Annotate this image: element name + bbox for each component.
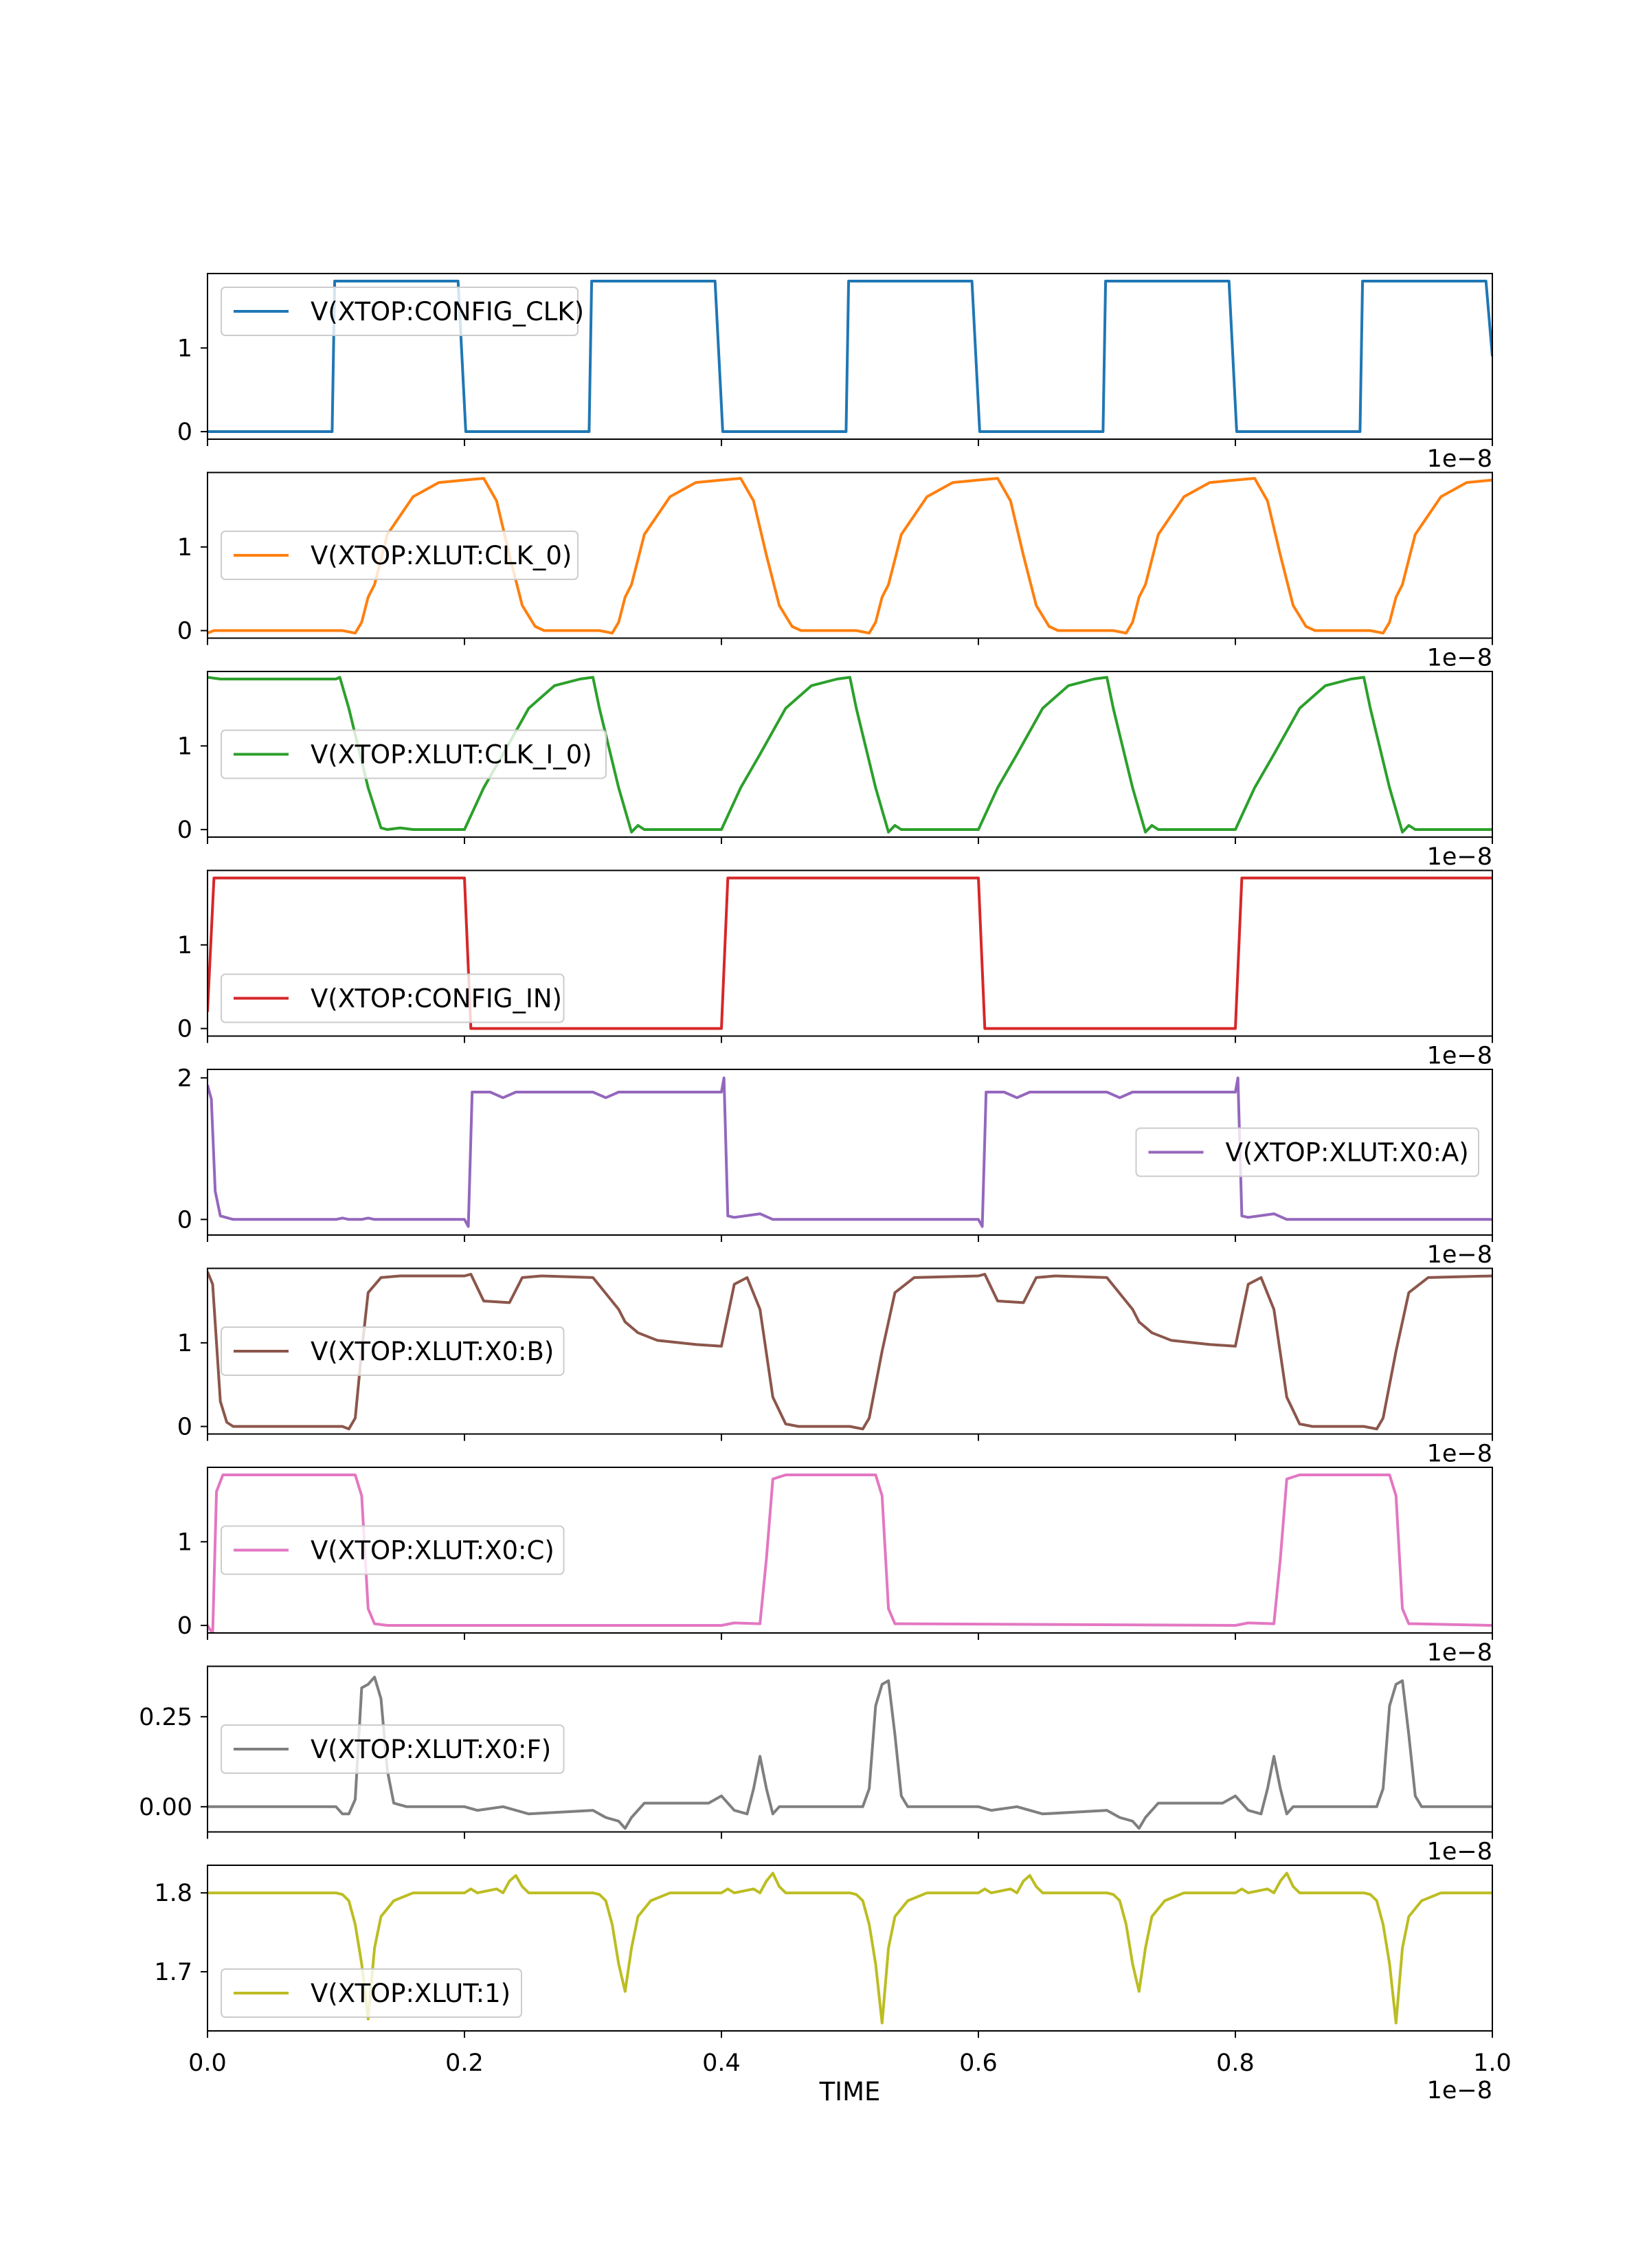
legend-box — [221, 729, 607, 779]
panel-2: 0 1 1e−8 V(XTOP:XLUT:CLK_0) — [177, 471, 1493, 672]
y-tick-label: 0 — [177, 1612, 192, 1640]
panel-1: 0 1 1e−8 V(XTOP:CONFIG_CLK) — [177, 273, 1493, 473]
axes-frame — [207, 1865, 1493, 2032]
axes-frame — [207, 1665, 1493, 1833]
panel-8: 0.00 0.25 1e−8 V(XTOP:XLUT:X0:F) — [139, 1665, 1493, 1866]
legend-box — [1135, 1127, 1479, 1177]
panel-9: 1.7 1.8 V(XTOP:XLUT:1) — [154, 1865, 1493, 2038]
x-offset-text: 1e−8 — [1427, 1241, 1492, 1269]
axes-frame — [207, 273, 1493, 440]
series-line — [207, 676, 1492, 834]
x-offset-text: 1e−8 — [1427, 1043, 1492, 1070]
axes-frame — [207, 1467, 1493, 1634]
y-tick-label: 0 — [177, 816, 192, 844]
x-offset-text: 1e−8 — [1427, 645, 1492, 672]
panel-4: 0 1 1e−8 V(XTOP:CONFIG_IN) — [177, 869, 1493, 1070]
y-tick-label: 1.7 — [154, 1959, 192, 1986]
y-tick-label: 0 — [177, 618, 192, 645]
axes-frame — [207, 1069, 1493, 1236]
series-line — [207, 1676, 1492, 1830]
x-tick-label: 1.0 — [1473, 2049, 1512, 2077]
legend: V(XTOP:XLUT:1) — [221, 1968, 522, 2018]
y-tick-label: 0 — [177, 1414, 192, 1441]
legend-label: V(XTOP:XLUT:X0:C) — [311, 1536, 554, 1566]
x-tick-label: 0.0 — [188, 2049, 227, 2077]
x-tick-label: 0.6 — [959, 2049, 998, 2077]
y-tick-label: 1 — [177, 335, 192, 362]
legend-box — [221, 531, 579, 580]
y-tick-label: 1 — [177, 1330, 192, 1357]
legend-label: V(XTOP:XLUT:CLK_0) — [311, 541, 572, 570]
y-tick-label: 0 — [177, 1206, 192, 1234]
legend: V(XTOP:CONFIG_CLK) — [221, 287, 584, 336]
y-tick-label: 1 — [177, 733, 192, 760]
x-tick-label: 0.8 — [1216, 2049, 1255, 2077]
x-axis-label: TIME — [819, 2077, 881, 2106]
legend: V(XTOP:XLUT:X0:F) — [221, 1724, 565, 1774]
legend: V(XTOP:XLUT:CLK_I_0) — [221, 729, 607, 779]
y-tick-label: 0.00 — [139, 1794, 192, 1821]
legend-label: V(XTOP:XLUT:1) — [311, 1979, 511, 2008]
x-offset-text: 1e−8 — [1427, 1838, 1492, 1866]
axes-frame — [207, 1267, 1493, 1435]
legend-label: V(XTOP:XLUT:X0:B) — [311, 1337, 554, 1366]
axes-frame — [207, 869, 1493, 1037]
legend: V(XTOP:XLUT:X0:B) — [221, 1326, 565, 1376]
x-offset-text: 1e−8 — [1427, 445, 1492, 473]
legend-label: V(XTOP:XLUT:X0:F) — [311, 1735, 551, 1764]
series-line — [207, 477, 1492, 635]
panel-7: 0 1 1e−8 V(XTOP:XLUT:X0:C) — [177, 1467, 1493, 1667]
y-tick-label: 1.8 — [154, 1880, 192, 1907]
legend-label: V(XTOP:CONFIG_IN) — [311, 984, 562, 1014]
legend: V(XTOP:XLUT:CLK_0) — [221, 531, 579, 580]
axes-frame — [207, 671, 1493, 838]
panels-group: 0.0 0.2 0.4 0.6 0.8 1.0 0 1 1e−8 V(XTOP:CONFIG_CL… — [139, 273, 1512, 2077]
legend-box — [221, 1326, 565, 1376]
y-tick-label: 1 — [177, 1528, 192, 1556]
legend-box — [221, 1525, 565, 1575]
x-tick-label: 0.2 — [445, 2049, 484, 2077]
axes-frame — [207, 471, 1493, 639]
x-offset-text: 1e−8 — [1427, 2077, 1492, 2104]
series-line — [207, 1271, 1492, 1431]
x-tick-label: 0.4 — [702, 2049, 741, 2077]
series-line — [207, 1871, 1492, 2025]
x-offset-text: 1e−8 — [1427, 843, 1492, 871]
legend: V(XTOP:XLUT:X0:A) — [1135, 1127, 1479, 1177]
x-offset-text: 1e−8 — [1427, 1639, 1492, 1667]
legend-box — [221, 287, 579, 336]
panel-3: 0 1 1e−8 V(XTOP:XLUT:CLK_I_0) — [177, 671, 1493, 871]
panel-6: 0 1 1e−8 V(XTOP:XLUT:X0:B) — [177, 1267, 1493, 1468]
panel-5: 0 2 1e−8 V(XTOP:XLUT:X0:A) — [177, 1065, 1493, 1269]
series-line — [207, 1474, 1492, 1633]
legend-box — [221, 973, 565, 1023]
y-tick-label: 0 — [177, 419, 192, 446]
legend-label: V(XTOP:CONFIG_CLK) — [311, 297, 584, 326]
y-tick-label: 1 — [177, 534, 192, 562]
y-tick-label: 2 — [177, 1065, 192, 1092]
x-offset-text: 1e−8 — [1427, 1441, 1492, 1468]
legend-label: V(XTOP:XLUT:X0:A) — [1226, 1138, 1469, 1168]
y-tick-label: 1 — [177, 932, 192, 959]
legend: V(XTOP:CONFIG_IN) — [221, 973, 565, 1023]
y-tick-label: 0 — [177, 1016, 192, 1043]
legend-box — [221, 1968, 522, 2018]
series-line — [207, 876, 1492, 1030]
series-line — [207, 1076, 1492, 1228]
legend: V(XTOP:XLUT:X0:C) — [221, 1525, 565, 1575]
legend-box — [221, 1724, 565, 1774]
y-tick-label: 0.25 — [139, 1704, 192, 1731]
legend-label: V(XTOP:XLUT:CLK_I_0) — [311, 740, 592, 770]
